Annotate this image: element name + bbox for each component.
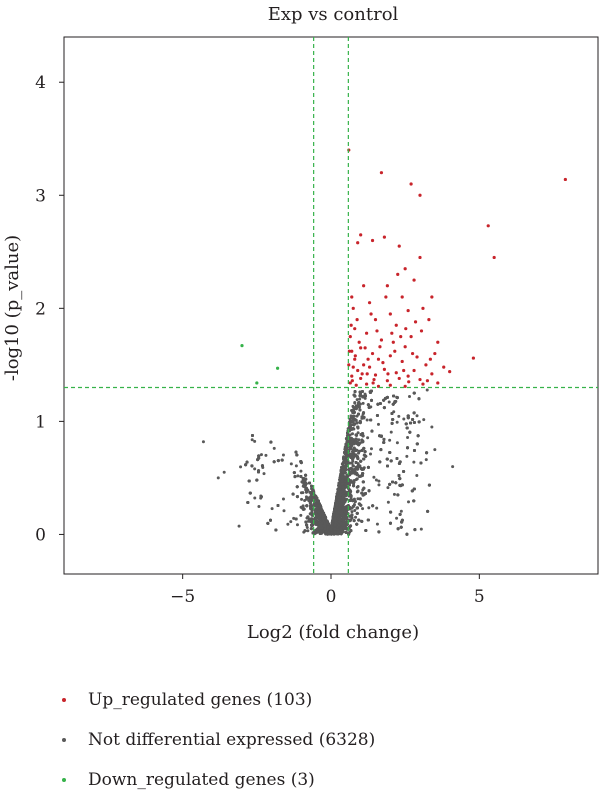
point-not [420,528,423,531]
point-not [253,497,256,500]
point-not [402,418,405,421]
point-not [263,472,266,475]
point-not [300,498,303,501]
point-not [299,470,302,473]
x-tick-label: 0 [326,587,337,607]
chart-title: Exp vs control [268,4,399,25]
point-not [296,474,299,477]
point-not [257,505,260,508]
point-not [251,438,254,441]
point-not [264,454,267,457]
point-not [408,395,411,398]
point-not [425,458,428,461]
point-not [289,520,292,523]
point-not [296,523,299,526]
point-not [351,460,354,463]
point-not [310,487,313,490]
point-not [295,464,298,467]
point-not [396,441,399,444]
point-not [412,461,415,464]
point-not [301,491,304,494]
point-not [353,509,356,512]
point-not [253,467,256,470]
point-not [362,402,365,405]
point-not [351,432,354,435]
point-not [426,388,429,391]
x-tick-label: −5 [170,587,195,607]
point-not [372,476,375,479]
y-tick-label: 2 [35,299,46,319]
point-not [387,501,390,504]
point-not [367,506,370,509]
point-not [406,436,409,439]
point-not [273,447,276,450]
point-not [422,418,425,421]
point-not [349,462,352,465]
not-differential-points [202,388,454,535]
point-not [356,486,359,489]
point-not [238,525,241,528]
point-not [354,516,357,519]
point-not [305,498,308,501]
point-not [366,436,369,439]
point-not [357,438,360,441]
point-not [299,514,302,517]
point-not [415,474,418,477]
y-axis-ticks: 0 1 2 3 4 [35,73,64,545]
point-not [271,507,274,510]
point-not [375,507,378,510]
point-not [377,483,380,486]
point-not [395,517,398,520]
point-not [369,453,372,456]
point-not [361,507,364,510]
point-not [282,497,285,500]
x-tick-label: 5 [474,587,485,607]
point-not [396,421,399,424]
y-tick-label: 1 [35,412,46,432]
point-not [239,465,242,468]
point-not [366,418,369,421]
point-not [375,479,378,482]
point-not [386,486,389,489]
plot-frame [64,37,598,574]
point-not [353,401,356,404]
point-not [400,510,403,513]
point-not [350,510,353,513]
point-not [390,431,393,434]
y-tick-label: 4 [35,73,46,93]
point-not [405,455,408,458]
point-not [393,493,396,496]
point-not [260,453,263,456]
point-not [355,478,358,481]
point-not [377,423,380,426]
y-tick-label: 0 [35,525,46,545]
point-not [290,462,293,465]
point-not [282,454,285,457]
point-not [306,529,309,532]
point-not [357,452,360,455]
y-tick-label: 3 [35,186,46,206]
point-not [253,440,256,443]
point-not [356,398,359,401]
point-not [388,401,391,404]
point-not [282,509,285,512]
point-not [407,500,410,503]
point-not [370,447,373,450]
point-not [388,439,391,442]
x-axis-ticks: −5 0 5 [170,574,485,607]
point-not [286,523,289,526]
point-not [376,523,379,526]
point-not [397,415,400,418]
